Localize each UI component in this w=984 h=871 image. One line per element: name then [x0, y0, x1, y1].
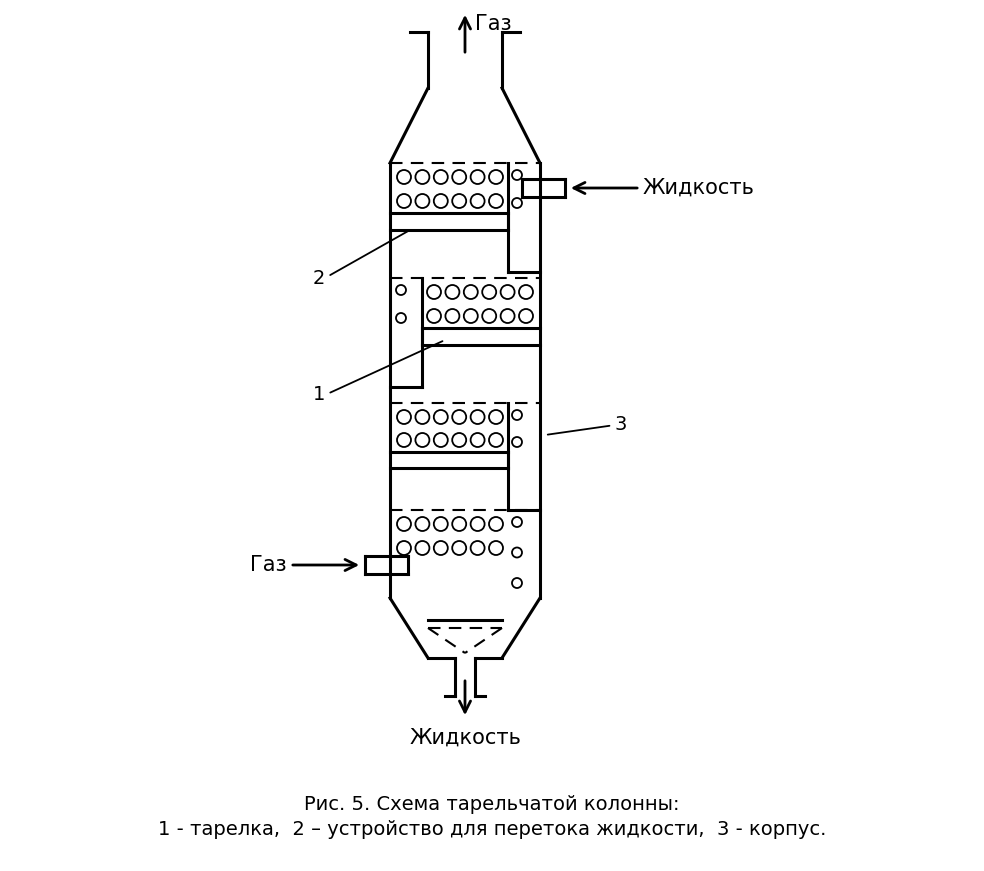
- Text: 2: 2: [313, 232, 407, 287]
- Text: Жидкость: Жидкость: [643, 178, 755, 198]
- Text: Газ: Газ: [250, 555, 287, 575]
- Text: 1: 1: [313, 341, 443, 404]
- Text: 1 - тарелка,  2 – устройство для перетока жидкости,  3 - корпус.: 1 - тарелка, 2 – устройство для перетока…: [157, 820, 827, 839]
- Text: Газ: Газ: [475, 14, 512, 34]
- Text: Жидкость: Жидкость: [409, 728, 521, 748]
- Text: Рис. 5. Схема тарельчатой колонны:: Рис. 5. Схема тарельчатой колонны:: [304, 795, 680, 814]
- Text: 3: 3: [548, 415, 628, 435]
